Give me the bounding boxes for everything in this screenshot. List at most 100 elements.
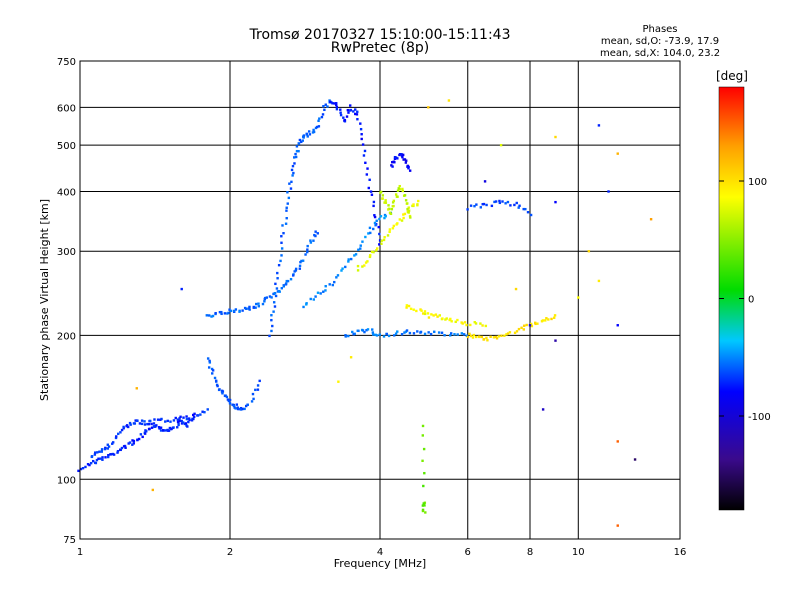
data-point: [227, 399, 231, 403]
data-point: [104, 446, 107, 450]
data-point: [309, 241, 313, 244]
y-tick-label: 100: [57, 475, 76, 486]
data-point: [315, 125, 319, 129]
data-point: [178, 419, 181, 422]
data-point: [421, 504, 425, 507]
data-point: [294, 269, 298, 272]
data-point: [361, 143, 365, 146]
data-point: [280, 287, 283, 290]
data-point: [307, 130, 311, 133]
data-point: [135, 387, 138, 390]
data-point: [104, 456, 107, 459]
data-point: [234, 308, 238, 311]
data-point: [178, 417, 181, 420]
data-point: [366, 167, 369, 170]
data-point: [501, 200, 504, 203]
data-point: [424, 511, 427, 514]
data-point: [290, 168, 294, 172]
data-point: [391, 160, 394, 164]
data-point: [272, 301, 276, 304]
data-point: [365, 173, 369, 176]
x-axis-label: Frequency [MHz]: [334, 557, 426, 570]
data-point: [286, 279, 290, 283]
data-point: [164, 429, 167, 432]
data-point: [454, 320, 457, 324]
x-axis-ticks: 1 2 4 6 8 10 16: [77, 547, 687, 558]
data-point: [336, 274, 340, 277]
data-point: [463, 321, 467, 324]
data-point: [421, 424, 425, 428]
data-point: [382, 335, 386, 338]
data-point: [268, 295, 272, 298]
data-point: [500, 334, 503, 337]
data-point: [119, 431, 122, 434]
data-point: [406, 202, 409, 205]
data-point: [372, 227, 375, 231]
data-point: [101, 456, 104, 459]
data-point: [528, 324, 532, 327]
data-point: [498, 201, 502, 205]
data-point: [398, 188, 402, 191]
data-point: [256, 388, 260, 391]
data-point: [430, 313, 433, 316]
data-point: [506, 200, 510, 204]
data-point: [386, 234, 390, 237]
data-point: [231, 403, 234, 406]
data-point: [232, 309, 236, 313]
data-point: [497, 335, 501, 338]
data-point: [471, 336, 475, 339]
data-point: [396, 195, 399, 198]
data-point: [351, 330, 354, 334]
data-point: [389, 212, 393, 216]
data-point: [335, 107, 339, 111]
data-point: [520, 326, 523, 329]
data-point: [420, 309, 423, 312]
data-point: [356, 329, 359, 332]
data-point: [405, 306, 408, 309]
data-point: [347, 334, 350, 338]
phase-stats: Phases mean, sd,O: -73.9, 17.9 mean, sd,…: [600, 24, 720, 60]
data-point: [101, 458, 104, 461]
data-point: [461, 322, 464, 325]
data-point: [221, 390, 225, 393]
data-point: [408, 331, 412, 335]
data-point: [228, 402, 232, 405]
data-point: [429, 332, 433, 336]
data-point: [456, 333, 459, 336]
data-point: [322, 105, 325, 108]
data-point: [279, 259, 282, 263]
data-point: [254, 388, 257, 392]
data-point: [335, 103, 338, 107]
data-point: [402, 216, 405, 220]
data-point: [367, 186, 370, 190]
data-point: [444, 318, 447, 321]
data-point: [81, 466, 85, 470]
data-point: [504, 202, 507, 205]
data-point: [166, 428, 169, 432]
data-point: [359, 247, 362, 250]
data-point: [234, 407, 237, 410]
data-point: [162, 429, 165, 432]
data-point: [120, 428, 124, 432]
data-point: [295, 145, 299, 148]
data-point: [391, 201, 395, 204]
data-point: [449, 332, 453, 335]
x-tick-label: 16: [674, 547, 687, 558]
data-point: [388, 228, 392, 231]
data-point: [293, 162, 296, 165]
data-point: [228, 308, 231, 311]
data-point: [354, 112, 357, 116]
data-point: [554, 135, 557, 139]
data-point: [356, 269, 360, 272]
chart-title: Tromsø 20170327 15:10:00-15:11:43: [249, 27, 511, 43]
data-point: [210, 367, 214, 371]
data-point: [129, 423, 132, 426]
data-point: [211, 314, 215, 318]
data-point: [329, 100, 332, 103]
data-point: [359, 122, 362, 125]
data-point: [363, 330, 366, 334]
data-point: [208, 359, 211, 363]
data-point: [289, 277, 293, 281]
data-point: [243, 407, 246, 411]
data-point: [489, 335, 492, 338]
